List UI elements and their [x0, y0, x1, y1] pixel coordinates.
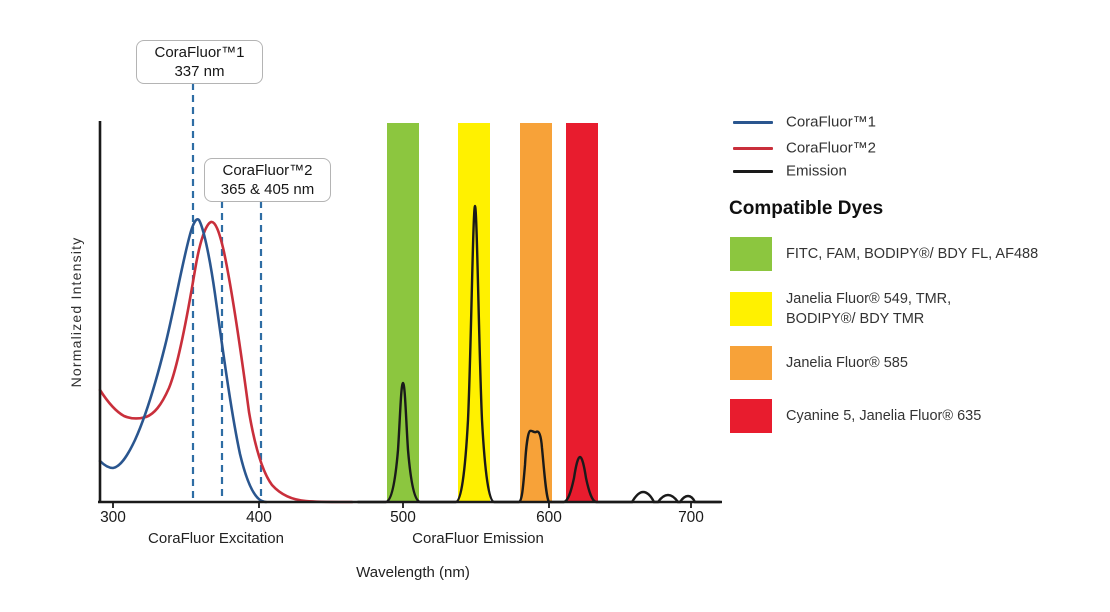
annotation-corafluor2-wavelength: 365 & 405 nm [220, 181, 315, 198]
y-axis-title: Normalized Intensity [68, 236, 84, 388]
legend-item-corafluor2: CoraFluor™2 [733, 140, 876, 157]
filter-band-orange [520, 123, 552, 502]
legend-line-corafluor1 [733, 120, 773, 124]
x-tick-400: 400 [246, 509, 272, 526]
legend-label-corafluor1: CoraFluor™1 [786, 113, 877, 131]
annotation-corafluor2-name: CoraFluor™2 [222, 162, 313, 179]
x-axis-ticks [112, 503, 692, 508]
spectra-plot [98, 83, 722, 508]
corafluor2-excitation-curve [98, 220, 354, 504]
x-section-emission: CoraFluor Emission [412, 530, 544, 547]
dye-label-green: FITC, FAM, BODIPY®/ BDY FL, AF488 [786, 244, 1038, 264]
dye-swatch-red [730, 399, 772, 433]
dye-label-yellow: Janelia Fluor® 549, TMR, BODIPY®/ BDY TM… [786, 289, 951, 329]
filter-band-yellow [458, 123, 490, 502]
legend-line-emission [733, 169, 773, 173]
legend-item-corafluor1: CoraFluor™1 [733, 114, 876, 131]
dye-swatch-green [730, 237, 772, 271]
x-tick-500: 500 [390, 509, 416, 526]
dye-label-red-line1: Cyanine 5, Janelia Fluor® 635 [786, 408, 982, 424]
dye-label-red: Cyanine 5, Janelia Fluor® 635 [786, 406, 981, 426]
dye-item-yellow: Janelia Fluor® 549, TMR, BODIPY®/ BDY TM… [730, 291, 951, 327]
legend-line-corafluor2 [733, 146, 773, 150]
filter-band-red [566, 123, 598, 502]
legend-label-emission: Emission [786, 162, 847, 180]
dye-item-green: FITC, FAM, BODIPY®/ BDY FL, AF488 [730, 237, 1038, 271]
dye-label-orange: Janelia Fluor® 585 [786, 353, 908, 373]
dye-swatch-orange [730, 346, 772, 380]
legend-item-emission: Emission [733, 163, 847, 180]
dye-label-orange-line1: Janelia Fluor® 585 [786, 355, 908, 371]
legend-label-corafluor2: CoraFluor™2 [786, 139, 877, 157]
annotation-corafluor1-wavelength: 337 nm [174, 63, 225, 80]
annotation-corafluor2: CoraFluor™2 365 & 405 nm [204, 158, 331, 202]
x-section-excitation: CoraFluor Excitation [148, 530, 284, 547]
annotation-corafluor1-name: CoraFluor™1 [154, 44, 245, 61]
annotation-corafluor1: CoraFluor™1 337 nm [136, 40, 263, 84]
x-tick-600: 600 [536, 509, 562, 526]
dye-swatch-yellow [730, 292, 772, 326]
compatible-dyes-title: Compatible Dyes [729, 198, 884, 219]
dye-label-yellow-line2: BODIPY®/ BDY TMR [786, 311, 925, 327]
dye-item-orange: Janelia Fluor® 585 [730, 346, 908, 380]
filter-band-green [387, 123, 419, 502]
dye-item-red: Cyanine 5, Janelia Fluor® 635 [730, 399, 981, 433]
corafluor1-excitation-curve [98, 218, 268, 504]
x-tick-700: 700 [678, 509, 704, 526]
dye-label-yellow-line1: Janelia Fluor® 549, TMR, [786, 291, 952, 307]
x-tick-300: 300 [100, 509, 126, 526]
dye-label-green-line1: FITC, FAM, BODIPY®/ BDY FL, AF488 [786, 246, 1039, 262]
x-axis-title: Wavelength (nm) [356, 564, 470, 581]
